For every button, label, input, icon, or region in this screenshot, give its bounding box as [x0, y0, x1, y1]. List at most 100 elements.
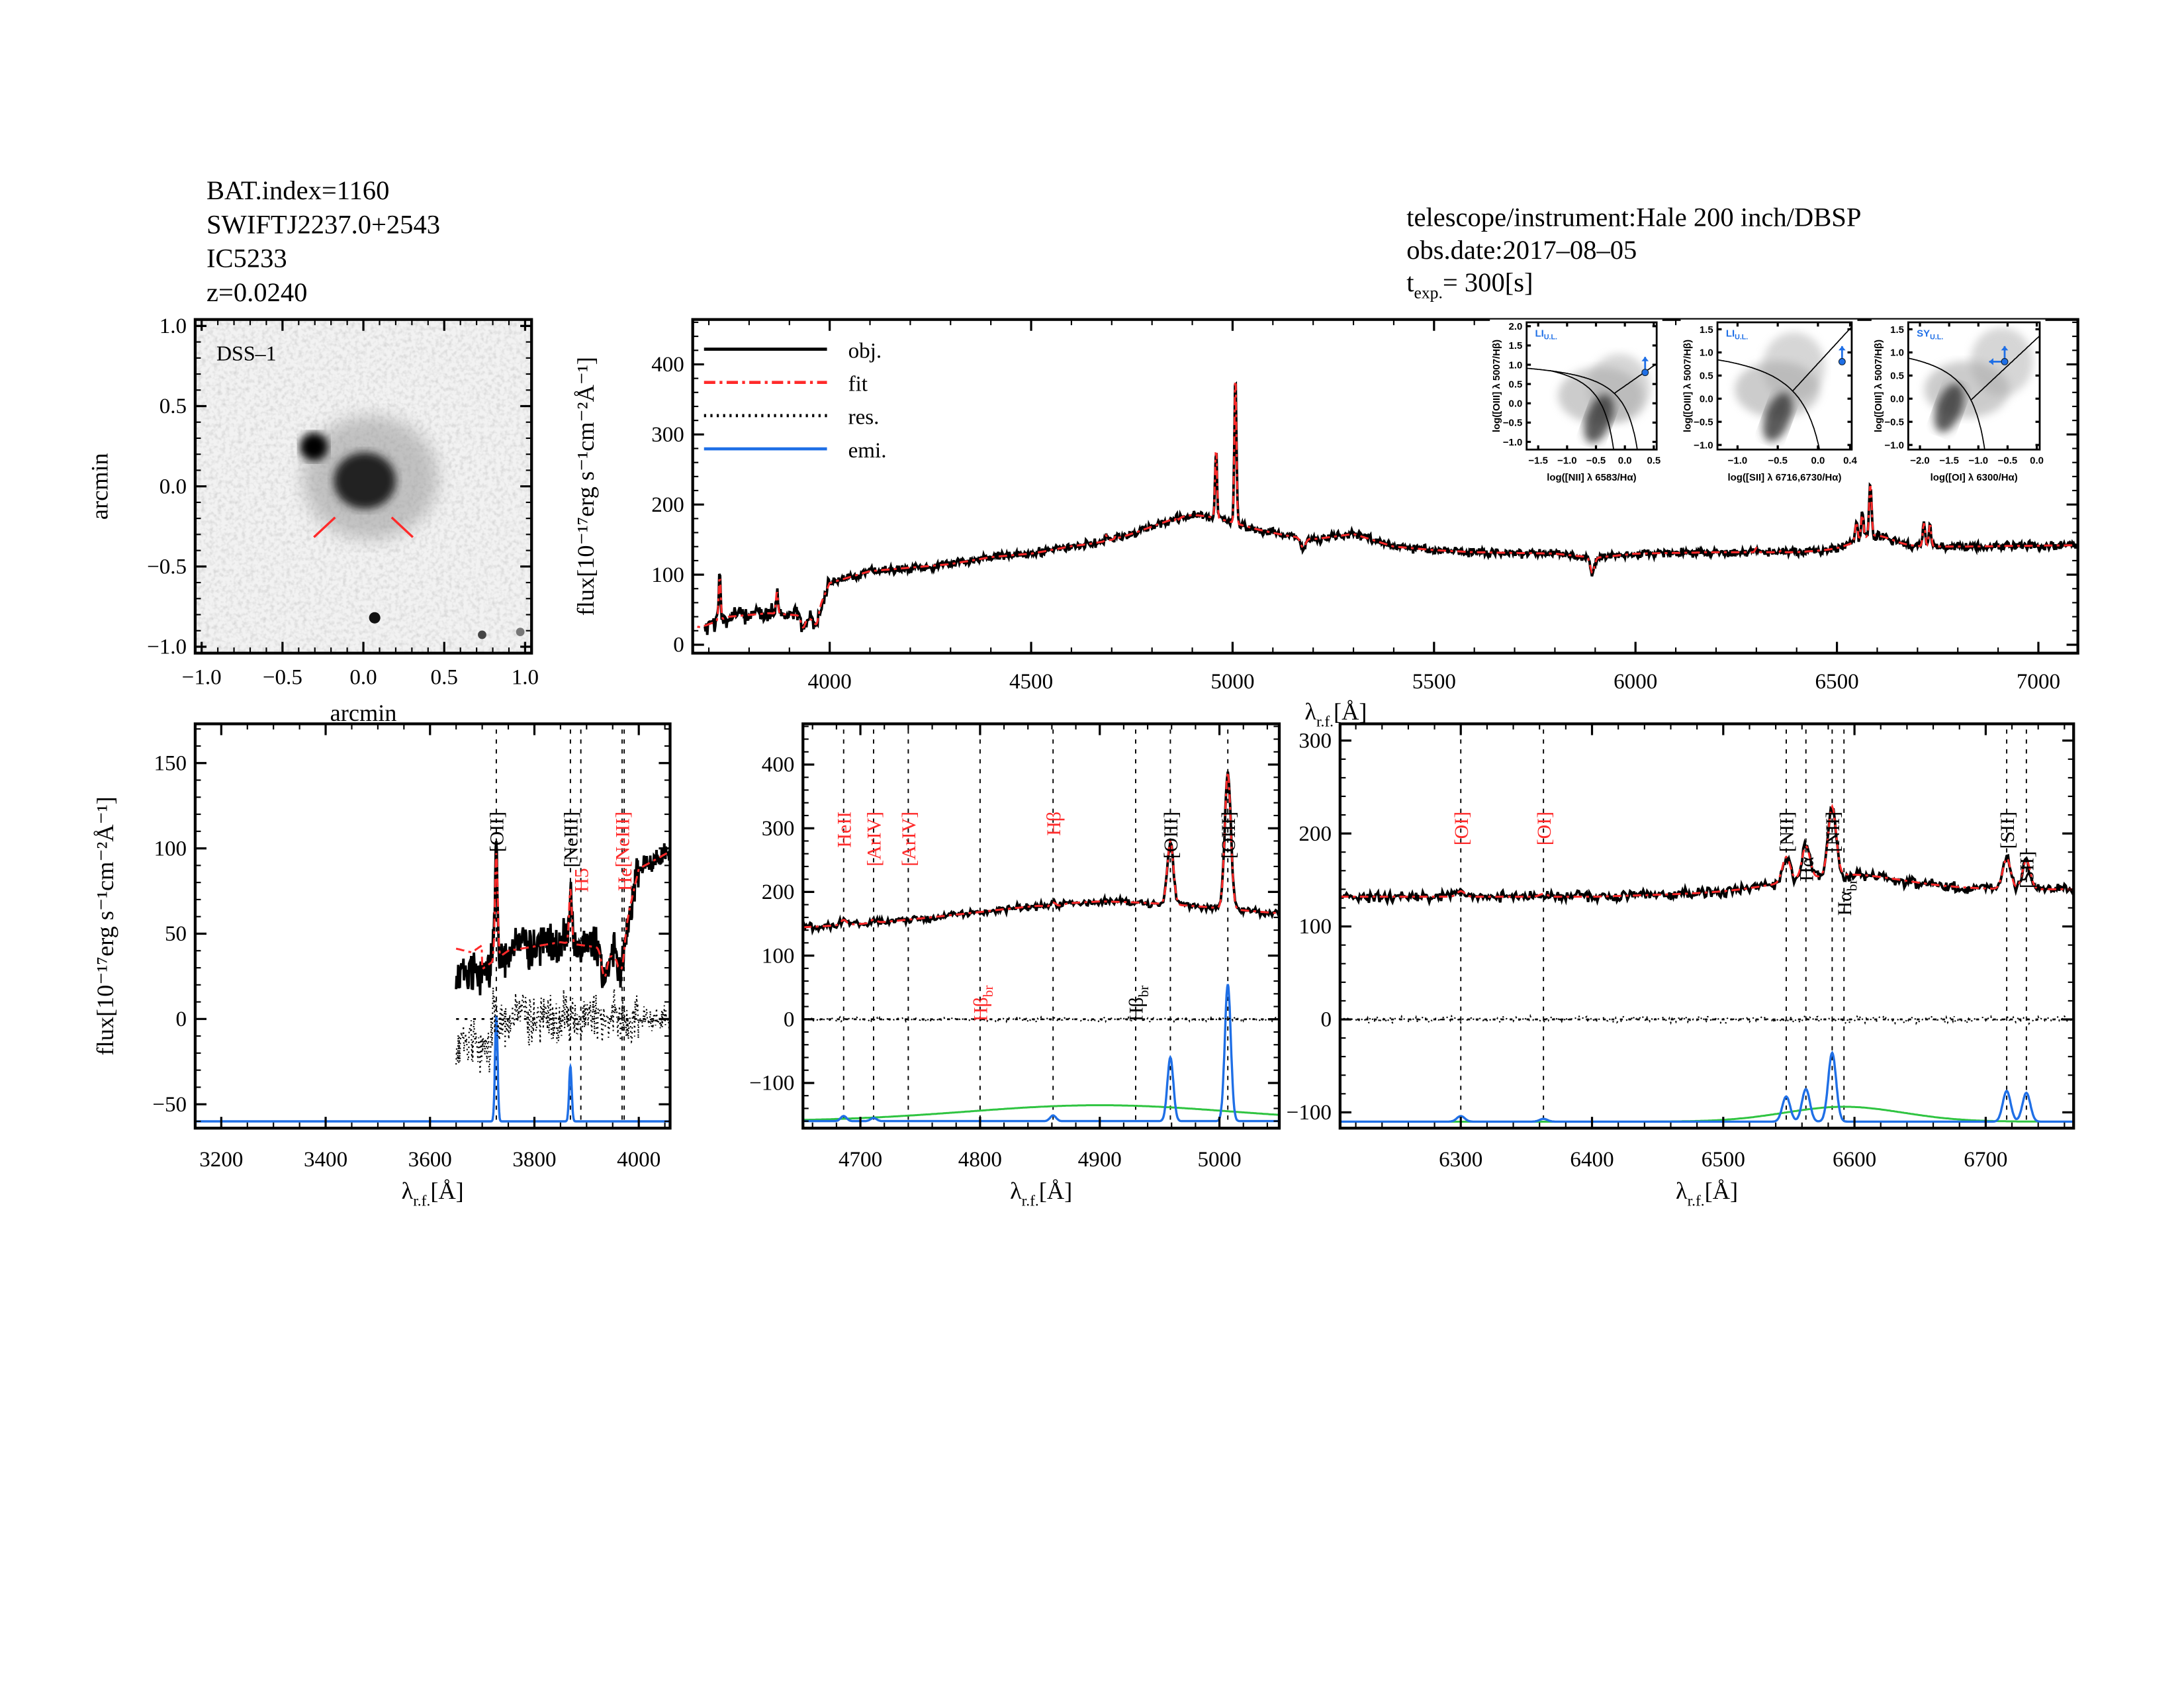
- object-spectrum: [455, 841, 670, 996]
- line-label-text: [NeIII]: [561, 812, 582, 868]
- x-tick-label: 5500: [1412, 670, 1456, 694]
- galaxy-core: [334, 452, 396, 509]
- x-tick-label: 7000: [2017, 670, 2060, 694]
- lambda-symbol: λ: [1010, 1178, 1022, 1204]
- zoom-hbeta-plot-area: [803, 729, 1279, 1123]
- y-tick-label: 300: [1298, 729, 1332, 753]
- x-tick-label: 6600: [1833, 1148, 1876, 1172]
- y-axis-label: flux[10⁻¹⁷erg s⁻¹cm⁻²Å⁻¹]: [92, 796, 118, 1055]
- y-tick-label: 0: [673, 633, 684, 657]
- zoom-blue-axes: 3200 3400 3600 3800 4000 −50 0 50 100 150: [152, 722, 672, 1172]
- x-axis-label: λr.f.[Å]: [1304, 698, 1367, 731]
- legend-label: emi.: [848, 439, 887, 463]
- full-spectrum-axes: 4000 4500 5000 5500 6000 6500 7000 0 100 200 300 40…: [651, 318, 2079, 694]
- header-left: BAT.index=1160 SWIFTJ2237.0+2543 IC5233 …: [206, 175, 440, 307]
- star: [299, 432, 328, 461]
- bpt-1-panel: −1.5 −1.0 −0.5 0.0 0.5 −1.0 −0.5 0.0 0.5 1.0 1.5 2.…: [1491, 321, 1661, 483]
- line-label-sub: br: [980, 986, 996, 998]
- plots: −1.0 −0.5 0.0 0.5 1.0 −1.0 −0.5 0.0 0.5 1.0 arcmin…: [87, 314, 2079, 1210]
- x-tick-label: 4000: [808, 670, 852, 694]
- density-region: [1735, 361, 1820, 418]
- y-tick-label: 300: [762, 817, 795, 841]
- x-tick-label: 6500: [1815, 670, 1858, 694]
- line-label: H5: [570, 868, 592, 892]
- x-tick-label: 6500: [1702, 1148, 1745, 1172]
- line-label: [SII]: [1997, 812, 2019, 849]
- x-tick-label: −0.5: [263, 666, 302, 690]
- bpt-y-label: log([OIII] λ 5007/Hβ): [1682, 340, 1693, 432]
- y-tick-label: 0.5: [1700, 371, 1713, 382]
- demarcation-line: [1526, 367, 1638, 450]
- y-tick-label: 0.0: [1890, 394, 1904, 405]
- x-tick-label: 0.5: [431, 666, 458, 690]
- bpt-y-label: log([OIII] λ 5007/Hβ): [1873, 340, 1884, 432]
- line-label: [NII]: [1776, 812, 1798, 852]
- line-label: Hα: [1796, 857, 1817, 881]
- bpt-class: LIU.L.: [1726, 328, 1748, 341]
- bpt-class-name: LI: [1535, 328, 1544, 339]
- zoom-blue-frame: [193, 722, 672, 1130]
- y-tick-label: 0.5: [1509, 379, 1523, 390]
- bpt-3-axes: −2.0 −1.5 −1.0 −0.5 0.0 −1.0 −0.5 0.0 0.5 1.0 1.5: [1884, 321, 2044, 467]
- bpt-point: [1641, 369, 1649, 377]
- bat-index: BAT.index=1160: [206, 175, 389, 205]
- x-tick-label: 4900: [1078, 1148, 1122, 1172]
- x-tick-label: 1.0: [512, 666, 539, 690]
- line-label: Hβ: [1043, 812, 1065, 836]
- line-label: [OI]: [1533, 812, 1555, 845]
- y-tick-label: 0: [784, 1008, 795, 1031]
- x-tick-label: −0.5: [1998, 455, 2018, 467]
- arrow-head-icon: [2001, 346, 2009, 351]
- texp-symbol: t: [1406, 267, 1414, 297]
- x-tick-label: 3800: [512, 1148, 556, 1172]
- x-tick-label: 4000: [617, 1148, 660, 1172]
- zoom-halpha-frame: [1338, 722, 2075, 1130]
- emission-component: [803, 984, 1279, 1123]
- line-label: HeII: [833, 812, 855, 848]
- x-tick-label: −0.5: [1768, 455, 1788, 467]
- x-tick-label: 4800: [958, 1148, 1002, 1172]
- line-label-text: Hα: [1796, 857, 1817, 881]
- x-axis-label: λr.f.[Å]: [402, 1178, 464, 1210]
- bpt-class-name: SY: [1917, 328, 1930, 339]
- line-label-text: [SII]: [1997, 812, 2019, 849]
- legend-label: fit: [848, 373, 868, 397]
- y-tick-label: −50: [152, 1093, 187, 1117]
- y-tick-label: 0.0: [1509, 399, 1523, 410]
- star: [369, 612, 381, 624]
- y-tick-label: 2.0: [1509, 321, 1523, 332]
- line-label: Hβbr: [1126, 986, 1152, 1022]
- x-tick-label: 3400: [304, 1148, 347, 1172]
- x-tick-label: 0.5: [1647, 455, 1661, 467]
- y-tick-label: 300: [651, 423, 684, 447]
- line-label: [OIII]: [1160, 812, 1182, 859]
- bpt-class: LIU.L.: [1535, 328, 1557, 341]
- bpt-class-name: LI: [1726, 328, 1735, 339]
- y-tick-label: 200: [1298, 822, 1332, 846]
- y-tick-label: 1.0: [1700, 348, 1713, 359]
- demarcation-line: [1792, 326, 1852, 391]
- legend-label: res.: [848, 406, 880, 430]
- star: [478, 630, 486, 639]
- line-label-text: [OI]: [1451, 812, 1473, 845]
- bpt-1-plot-area: [1526, 353, 1657, 450]
- x-tick-label: −1.0: [1969, 455, 1989, 467]
- x-tick-label: 0.0: [2030, 455, 2044, 467]
- zoom-hbeta-panel: 4700 4800 4900 5000 −100 0 100 200 300 400 HeII [Ar…: [749, 722, 1281, 1172]
- bpt-2-frame: [1716, 321, 1853, 451]
- demarcation-line: [1549, 369, 1615, 450]
- line-label-text: Hβ: [1043, 812, 1065, 836]
- bpt-class-sub: U.L.: [1544, 334, 1557, 342]
- y-tick-label: −100: [749, 1072, 794, 1096]
- y-tick-label: −0.5: [1884, 417, 1904, 428]
- y-tick-label: 100: [154, 837, 187, 861]
- zoom-halpha-plot-area: [1340, 729, 2074, 1123]
- line-label-text: [NII]: [1776, 812, 1798, 852]
- x-tick-label: −1.0: [1557, 455, 1577, 467]
- x-tick-label: −1.5: [1939, 455, 1959, 467]
- line-label: [NII]: [1822, 812, 1844, 852]
- line-label-text: HeII: [833, 812, 855, 848]
- lambda-unit: [Å]: [1039, 1178, 1072, 1204]
- x-tick-label: 0.0: [349, 666, 377, 690]
